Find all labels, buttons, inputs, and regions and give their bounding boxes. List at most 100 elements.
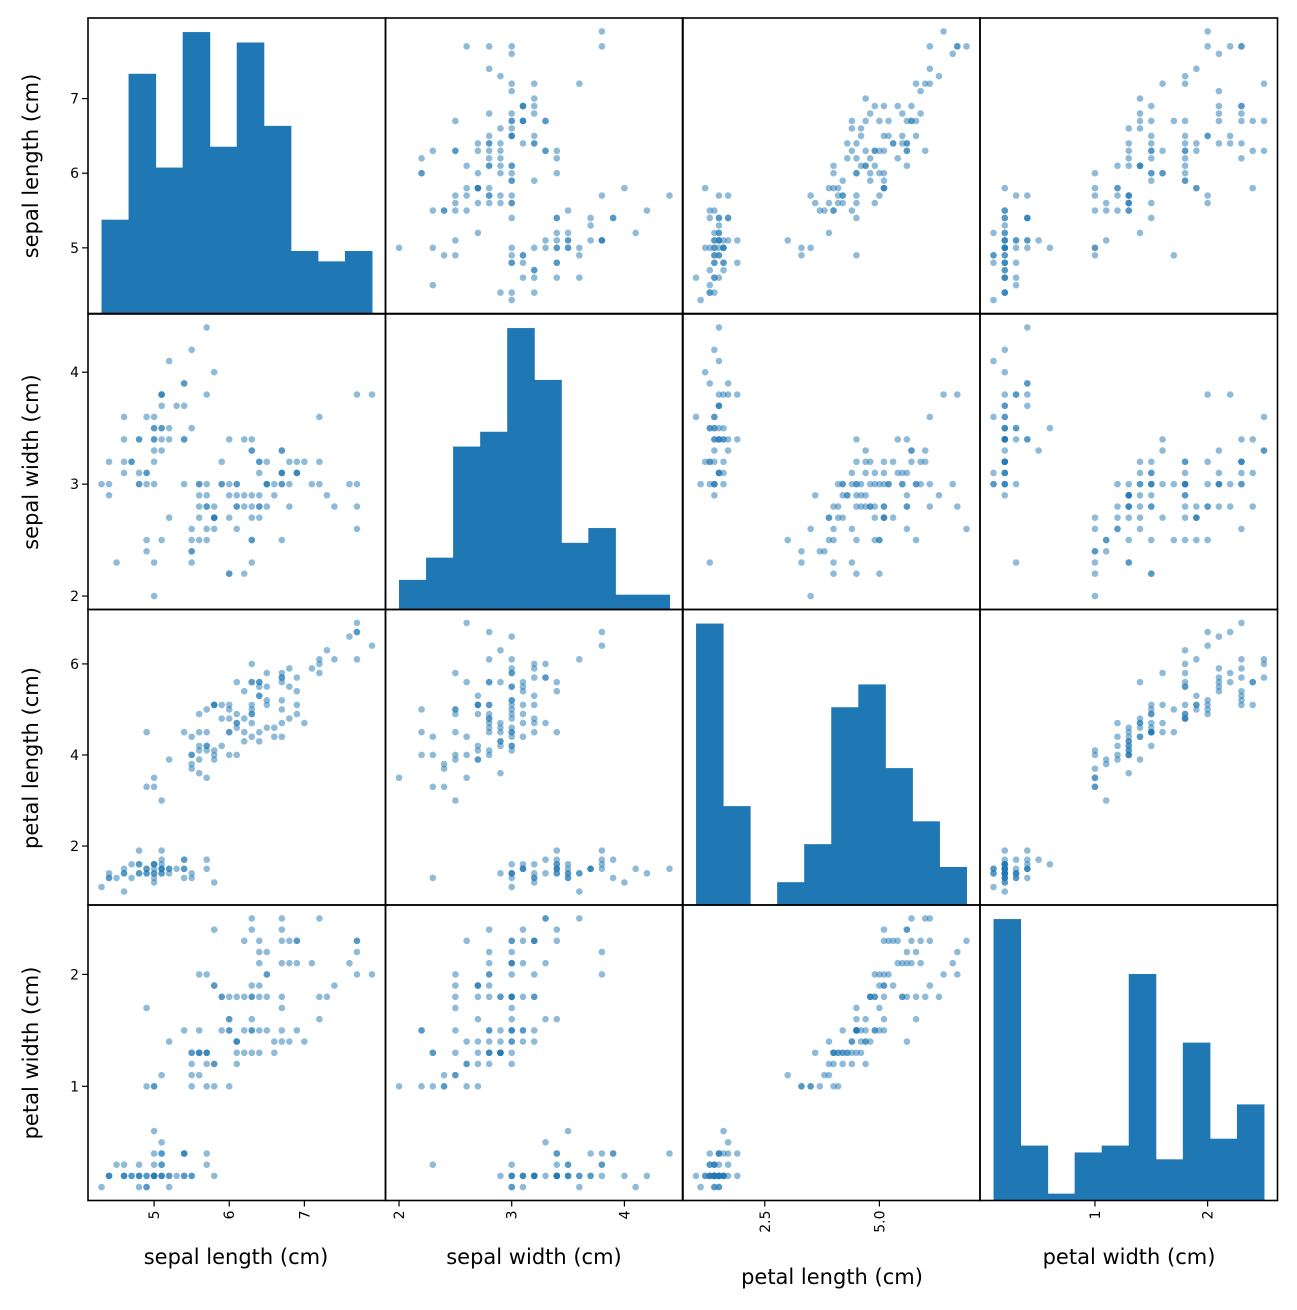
scatter-point	[576, 244, 583, 252]
scatter-point	[105, 492, 113, 499]
scatter-point	[225, 993, 233, 1001]
scatter-point	[530, 870, 538, 877]
scatter-point	[1125, 751, 1133, 759]
scatter-point	[926, 982, 934, 989]
scatter-point	[158, 797, 165, 804]
scatter-point	[1125, 514, 1133, 522]
scatter-point	[1114, 503, 1121, 510]
scatter-point	[715, 237, 723, 244]
scatter-point	[1181, 80, 1189, 87]
scatter-point	[899, 469, 906, 477]
scatter-point	[990, 870, 997, 877]
scatter-point	[1215, 480, 1223, 488]
scatter-point	[346, 959, 353, 967]
scatter-point	[293, 469, 301, 477]
scatter-point	[711, 436, 718, 443]
scatter-point	[255, 458, 263, 466]
scatter-point	[871, 162, 879, 170]
scatter-point	[706, 1150, 714, 1157]
scatter-point	[1125, 559, 1133, 566]
scatter-point	[463, 751, 470, 759]
scatter-point	[263, 683, 271, 690]
scatter-point	[530, 289, 538, 296]
scatter-point	[990, 296, 997, 304]
scatter-point	[1238, 102, 1245, 110]
scatter-point	[834, 1049, 842, 1057]
scatter-point	[889, 140, 897, 147]
scatter-point	[821, 1071, 828, 1079]
scatter-point	[508, 701, 516, 709]
scatter-point	[263, 697, 271, 704]
scatter-point	[903, 147, 911, 155]
scatter-point	[474, 692, 482, 700]
scatter-point	[1204, 391, 1211, 398]
scatter-point	[180, 480, 188, 488]
scatter-point	[293, 687, 301, 695]
scatter-point	[497, 72, 504, 80]
scatter-point	[885, 971, 892, 978]
scatter-point	[1001, 402, 1009, 410]
scatter-point	[903, 492, 911, 499]
scatter-point	[255, 728, 263, 736]
scatter-point	[862, 447, 869, 454]
scatter-point	[880, 469, 888, 477]
scatter-point	[542, 147, 549, 155]
scatter-point	[1226, 503, 1234, 510]
scatter-point	[353, 480, 361, 488]
scatter-point	[120, 458, 128, 466]
scatter-point	[485, 751, 493, 759]
scatter-point	[715, 1172, 723, 1180]
scatter-point	[784, 536, 792, 544]
scatter-point	[278, 1038, 286, 1045]
scatter-point	[188, 346, 195, 354]
scatter-point	[143, 870, 150, 877]
scatter-point	[218, 480, 226, 488]
scatter-point	[598, 237, 606, 244]
scatter-point	[912, 117, 920, 125]
scatter-point	[225, 436, 233, 443]
scatter-point	[1226, 628, 1234, 636]
y-axis-label-sepal-length: sepal length (cm)	[19, 74, 43, 259]
scatter-point	[1001, 447, 1009, 454]
scatter-point	[926, 65, 934, 73]
scatter-point	[621, 1172, 628, 1180]
scatter-point	[1147, 140, 1155, 147]
scatter-point	[857, 162, 865, 170]
scatter-point	[1001, 244, 1009, 252]
scatter-point	[286, 937, 293, 945]
scatter-point	[1215, 633, 1223, 640]
hist-bar	[939, 866, 967, 905]
scatter-point	[899, 140, 906, 147]
scatter-point	[880, 982, 888, 989]
scatter-point	[830, 1083, 837, 1090]
scatter-point	[1114, 756, 1121, 763]
scatter-point	[1012, 237, 1020, 244]
scatter-point	[880, 102, 888, 110]
scatter-point	[485, 199, 493, 207]
scatter-point	[1170, 706, 1178, 713]
scatter-point	[1001, 480, 1009, 488]
scatter-point	[553, 259, 561, 267]
scatter-point	[353, 937, 361, 945]
scatter-point	[474, 184, 482, 192]
scatter-point	[150, 447, 158, 454]
scatter-point	[271, 492, 278, 499]
scatter-point	[1181, 669, 1189, 677]
scatter-point	[899, 110, 906, 117]
scatter-point	[240, 1049, 248, 1057]
scatter-point	[830, 207, 837, 214]
scatter-point	[255, 959, 263, 967]
scatter-point	[497, 993, 504, 1001]
scatter-point	[278, 1004, 286, 1012]
scatter-point	[711, 259, 718, 267]
scatter-point	[233, 678, 241, 686]
scatter-point	[98, 1183, 105, 1191]
scatter-point	[692, 1172, 700, 1180]
hist-bar	[777, 882, 805, 905]
scatter-point	[720, 480, 727, 488]
scatter-point	[1136, 95, 1144, 102]
scatter-point	[564, 870, 572, 877]
scatter-point	[1238, 458, 1245, 466]
scatter-point	[497, 147, 504, 155]
